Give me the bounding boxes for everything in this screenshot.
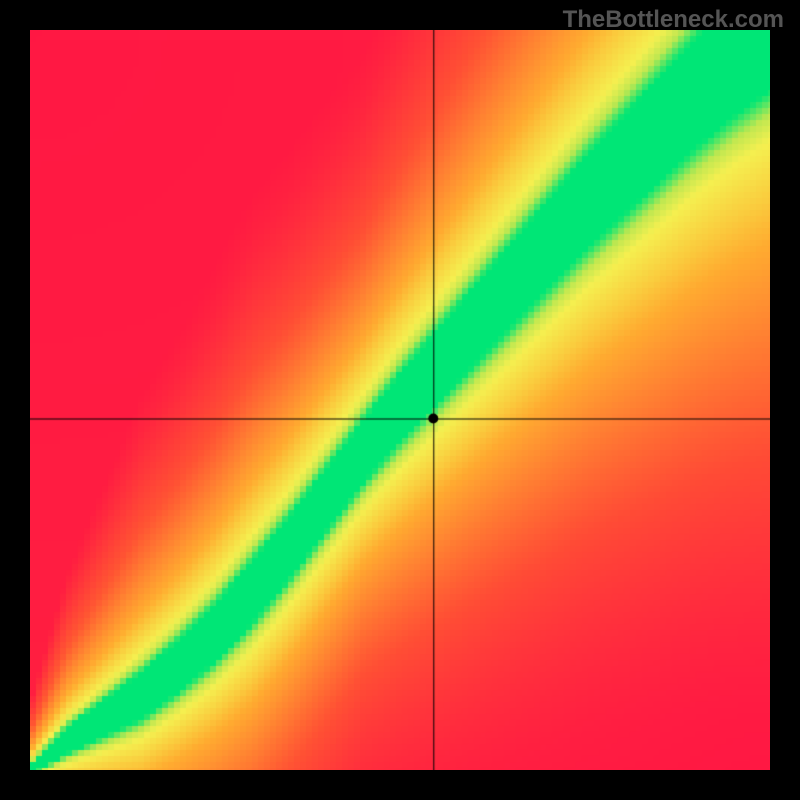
watermark-text: TheBottleneck.com	[563, 6, 784, 34]
plot-area	[30, 30, 770, 770]
chart-container: TheBottleneck.com	[0, 0, 800, 800]
heatmap-canvas	[30, 30, 770, 770]
